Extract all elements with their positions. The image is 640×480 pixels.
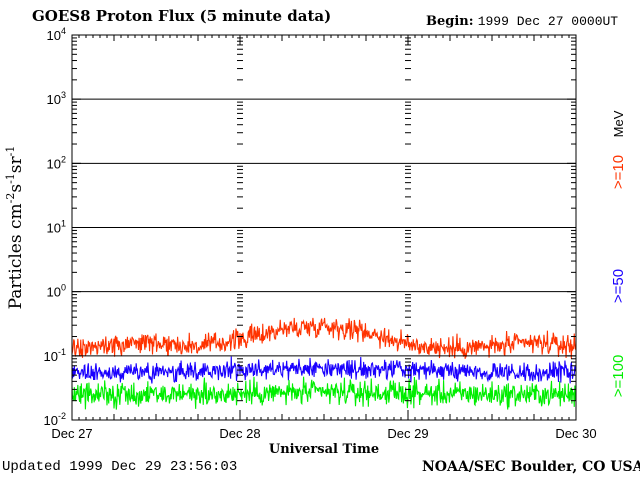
y-tick-base: 10 [44,413,58,428]
y-tick-base: 10 [47,28,61,43]
y-tick-label: 101 [47,219,66,236]
legend-label-0: >=10 [610,155,627,189]
x-axis-title: Universal Time [269,442,379,457]
y-tick-label: 104 [47,26,66,43]
begin-label: Begin: [426,14,474,29]
series-line-1 [72,356,576,384]
series-line-2 [72,376,576,410]
x-tick-label: Dec 29 [387,426,428,441]
axis-layer [71,34,577,421]
series-line-0 [72,317,576,359]
begin-time: Begin: 1999 Dec 27 0000UT [426,14,618,29]
y-tick-exponent: 3 [61,90,66,100]
chart-title: GOES8 Proton Flux (5 minute data) [32,7,332,25]
y-axis-title-part: -2 [4,193,17,204]
y-tick-label: 102 [47,154,66,171]
x-tick-label: Dec 27 [51,426,92,441]
y-tick-base: 10 [47,221,61,236]
y-axis-title-part: Particles cm [6,203,26,309]
y-tick-exponent: 0 [61,283,66,293]
y-axis-title-part: sr [6,155,26,173]
y-tick-exponent: 1 [61,219,66,229]
credit-text: NOAA/SEC Boulder, CO USA [422,459,640,475]
y-tick-label: 100 [47,283,66,300]
updated-timestamp: Updated 1999 Dec 29 23:56:03 [2,459,238,475]
y-tick-base: 10 [47,92,61,107]
legend-label-1: >=50 [610,269,627,303]
y-tick-exponent: -2 [58,411,66,421]
y-tick-label: 10-1 [44,347,66,364]
y-axis-title-part: -1 [4,173,17,184]
y-tick-label: 103 [47,90,66,107]
y-tick-exponent: -1 [58,347,66,357]
begin-value: 1999 Dec 27 0000UT [477,14,619,29]
x-tick-label: Dec 30 [555,426,596,441]
y-tick-label: 10-2 [44,411,66,428]
y-tick-base: 10 [47,285,61,300]
y-tick-exponent: 2 [61,154,66,164]
series-layer [72,317,576,410]
y-axis-title: Particles cm-2s-1sr-1 [4,146,26,310]
y-tick-base: 10 [47,156,61,171]
y-axis-title-part: s [6,184,26,193]
legend-label-2: >=100 [610,355,627,398]
y-tick-base: 10 [44,349,58,364]
y-axis-title-part: -1 [4,146,17,157]
legend-unit: MeV [611,110,626,137]
grid-layer [72,37,576,402]
y-tick-exponent: 4 [61,26,66,36]
x-tick-label: Dec 28 [219,426,260,441]
